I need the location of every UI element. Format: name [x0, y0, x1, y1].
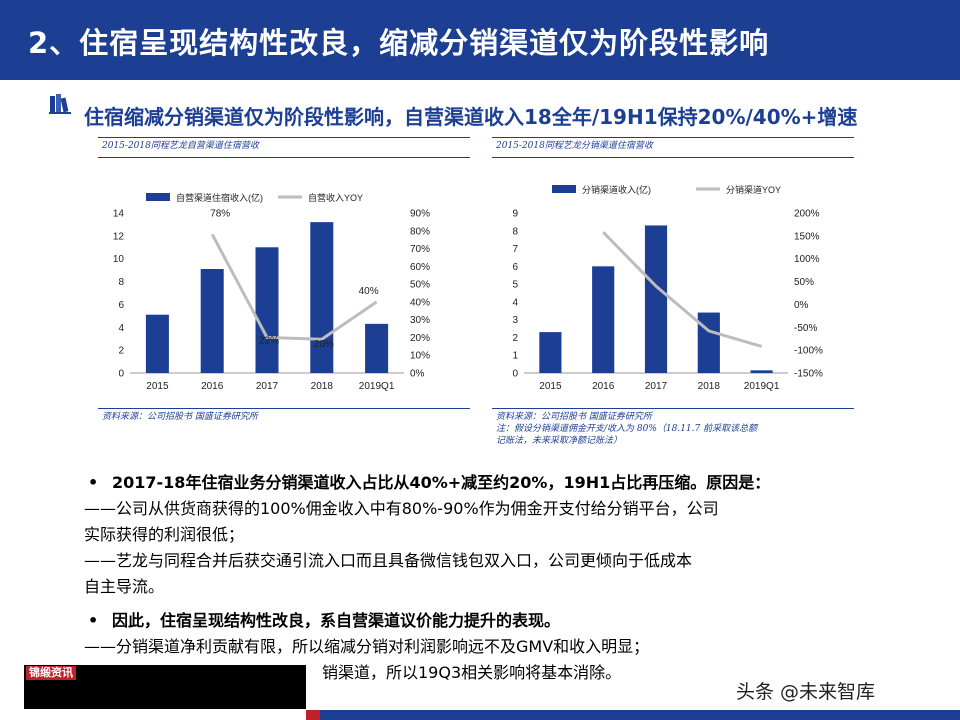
y-tick-label-right: 50% [410, 280, 430, 291]
bar [365, 323, 389, 373]
x-tick-label: 2016 [592, 381, 615, 392]
bullet-detail: ——公司从供货商获得的100%佣金收入中有80%-90%作为佣金开支付给分销平台… [84, 499, 719, 518]
data-label: 20% [314, 339, 334, 350]
y-tick-label-right: 10% [410, 351, 430, 362]
page-title: 2、住宿呈现结构性改良，缩减分销渠道仅为阶段性影响 [28, 26, 770, 60]
chart-panel-self-operated: 2015-2018同程艺龙自营渠道住宿营收 自营渠道住宿收入(亿) 自营收入YOY… [98, 137, 470, 428]
y-tick-label-left: 6 [512, 262, 518, 273]
watermark-text: 头条 @未来智库 [736, 681, 876, 703]
bullet-detail: 自主导流。 [84, 577, 165, 596]
y-tick-label-left: 4 [512, 297, 518, 308]
y-tick-label-left: 2 [512, 333, 518, 344]
data-label: 78% [210, 208, 230, 219]
bar [255, 247, 279, 373]
legend-label: 分销渠道收入(亿) [582, 184, 651, 195]
x-tick-label: 2017 [256, 381, 279, 392]
bar [145, 314, 169, 373]
y-tick-label-left: 6 [118, 300, 124, 311]
legend-label: 分销渠道YOY [726, 184, 781, 195]
bullet-detail: ——艺龙与同程合并后获交通引流入口而且具备微信钱包双入口，公司更倾向于低成本 [84, 551, 693, 570]
y-tick-label-right: 0% [794, 300, 809, 311]
x-tick-label: 2019Q1 [359, 381, 395, 392]
chart-caption: 2015-2018同程艺龙自营渠道住宿营收 [98, 137, 470, 158]
x-tick-label: 2016 [201, 381, 224, 392]
chart-source: 资料来源：公司招股书 国盛证券研究所 [98, 408, 470, 423]
header-bar: 2、住宿呈现结构性改良，缩减分销渠道仅为阶段性影响 [0, 0, 960, 80]
bar [750, 370, 773, 373]
chart-source: 资料来源：公司招股书 国盛证券研究所 注：假设分销渠道佣金开支/收入为 80%（… [492, 408, 854, 447]
y-tick-label-left: 0 [512, 369, 518, 380]
bar [539, 332, 562, 373]
source-line: 资料来源：公司招股书 国盛证券研究所 [102, 412, 258, 422]
bar [697, 312, 720, 373]
x-tick-label: 2018 [311, 381, 334, 392]
bullet-detail: ——分销渠道净利贡献有限，所以缩减分销对利润影响远不及GMV和收入明显； [84, 637, 650, 656]
source-line: 资料来源：公司招股书 国盛证券研究所 [496, 412, 652, 422]
y-tick-label-right: 100% [794, 254, 820, 265]
y-tick-label-left: 3 [512, 315, 518, 326]
series-line [210, 233, 378, 341]
y-tick-label-left: 9 [512, 209, 518, 220]
chart-self-operated-revenue: 自营渠道住宿收入(亿) 自营收入YOY 0 2 4 6 8 10 12 14 0% 10% 20% 30%… [113, 192, 430, 392]
y-tick-label-left: 8 [118, 277, 124, 288]
y-tick-label-right: 0% [410, 369, 425, 380]
y-tick-label-left: 0 [118, 369, 124, 380]
y-tick-label-left: 1 [512, 351, 518, 362]
legend-label: 自营渠道住宿收入(亿) [176, 192, 263, 203]
y-tick-label-right: 80% [410, 226, 430, 237]
y-tick-label-right: -50% [794, 323, 817, 334]
x-tick-label: 2015 [539, 381, 562, 392]
y-tick-label-right: -100% [794, 346, 823, 357]
note-line-2: 记账法，未来采取净额记账法） [496, 436, 623, 446]
footer-bar [320, 710, 960, 720]
y-tick-label-right: 60% [410, 262, 430, 273]
y-tick-label-right: 30% [410, 315, 430, 326]
y-tick-label-left: 12 [113, 231, 125, 242]
y-tick-label-right: 40% [410, 297, 430, 308]
bar [310, 222, 334, 373]
x-tick-label: 2017 [645, 381, 668, 392]
y-tick-label-left: 14 [113, 209, 125, 220]
bullet-list: 2017-18年住宿业务分销渠道收入占比从40%+减至约20%，19H1占比再压… [84, 470, 924, 686]
y-tick-label-right: 90% [410, 209, 430, 220]
y-tick-label-right: 20% [410, 333, 430, 344]
legend-swatch-bar [552, 185, 576, 193]
x-tick-label: 2015 [146, 381, 169, 392]
bullet-detail: 销渠道，所以19Q3相关影响将基本消除。 [322, 663, 622, 682]
bar [644, 225, 668, 373]
y-tick-label-left: 4 [118, 323, 124, 334]
y-tick-label-right: -150% [794, 369, 823, 380]
legend-label: 自营收入YOY [308, 192, 363, 203]
y-tick-label-right: 50% [794, 277, 814, 288]
legend-swatch-bar [146, 193, 170, 201]
x-tick-label: 2019Q1 [744, 381, 780, 392]
chart-panel-distribution: 2015-2018同程艺龙分销渠道住宿营收 分销渠道收入(亿) 分销渠道YOY 0 1… [492, 137, 854, 446]
data-label: 22% [259, 335, 279, 346]
series-line [602, 231, 763, 348]
y-tick-label-right: 70% [410, 244, 430, 255]
y-tick-label-left: 7 [512, 244, 518, 255]
chart-distribution-revenue: 分销渠道收入(亿) 分销渠道YOY 0 1 2 3 4 5 6 7 8 9 -150% -100% -50%… [512, 184, 823, 392]
y-tick-label-right: 150% [794, 231, 820, 242]
watermark-logo: 锦缎资讯 [26, 666, 76, 680]
y-tick-label-left: 5 [512, 280, 518, 291]
note-line-1: 注：假设分销渠道佣金开支/收入为 80%（18.11.7 前采取该总额 [496, 424, 758, 434]
bar [200, 269, 224, 373]
bullet-point: 因此，住宿呈现结构性改良，系自营渠道议价能力提升的表现。 [84, 608, 924, 634]
footer-accent [306, 710, 320, 720]
y-tick-label-left: 2 [118, 346, 124, 357]
books-icon [49, 94, 71, 114]
section-subtitle: 住宿缩减分销渠道仅为阶段性影响，自营渠道收入18全年/19H1保持20%/40%… [84, 105, 858, 129]
y-tick-label-right: 200% [794, 209, 820, 220]
bar [592, 266, 615, 373]
y-tick-label-left: 8 [512, 226, 518, 237]
bullet-point: 2017-18年住宿业务分销渠道收入占比从40%+减至约20%，19H1占比再压… [84, 470, 924, 496]
bullet-detail: 实际获得的利润很低； [84, 525, 245, 544]
x-tick-label: 2018 [698, 381, 721, 392]
y-tick-label-left: 10 [113, 254, 125, 265]
data-label: 40% [359, 286, 379, 297]
chart-caption: 2015-2018同程艺龙分销渠道住宿营收 [492, 137, 854, 158]
